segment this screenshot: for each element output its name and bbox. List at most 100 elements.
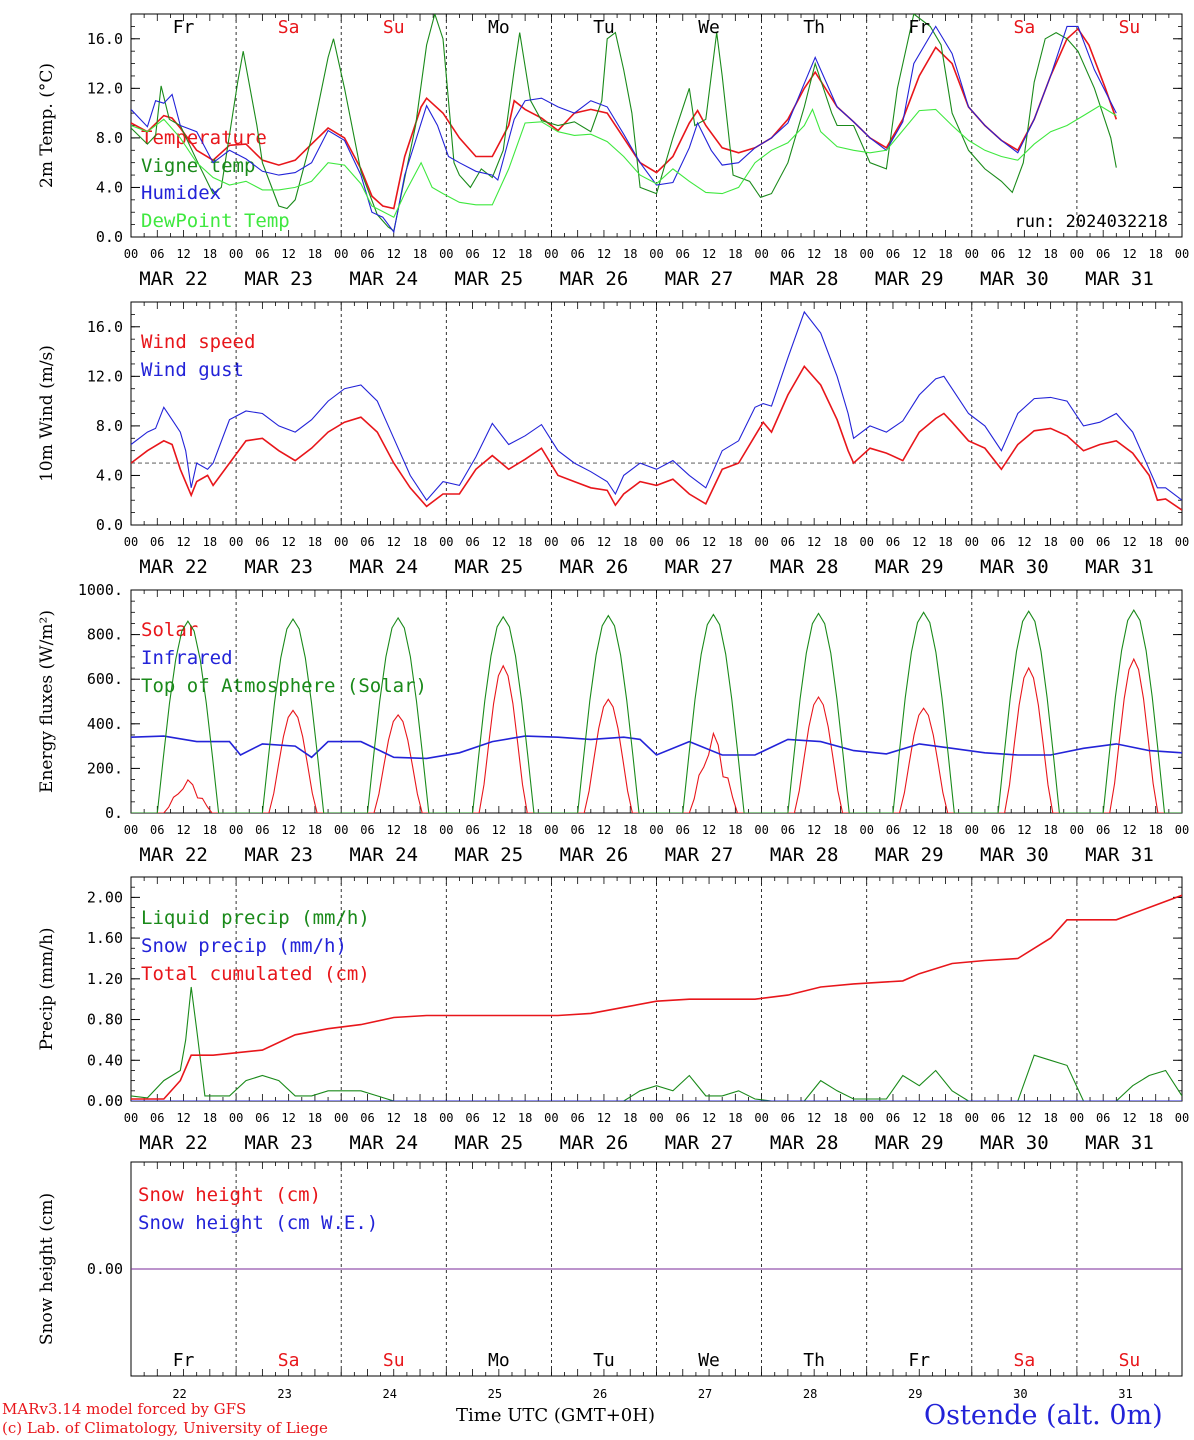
hour-tick-label: 18	[938, 1111, 952, 1125]
hour-tick-label: 06	[781, 535, 795, 549]
hour-tick-label: 18	[728, 535, 742, 549]
legend-entry: Solar	[141, 619, 198, 641]
hour-tick-label: 06	[570, 247, 584, 261]
hour-tick-label: 00	[544, 535, 558, 549]
hour-tick-label: 00	[1175, 1111, 1189, 1125]
legend-entry: Humidex	[141, 182, 221, 204]
legend-entry: Vigne temp	[141, 155, 255, 177]
model-credit: MARv3.14 model forced by GFS (c) Lab. of…	[2, 1400, 328, 1438]
hour-tick-label: 18	[623, 1111, 637, 1125]
series-line-liquid-precip-mm-h	[131, 986, 1182, 1101]
hour-tick-label: 18	[623, 247, 637, 261]
hour-tick-label: 00	[1070, 535, 1084, 549]
hour-tick-label: 12	[492, 247, 506, 261]
hour-tick-label: 12	[281, 535, 295, 549]
hour-tick-label: 12	[492, 823, 506, 837]
y-tick-label: 0.40	[87, 1051, 123, 1069]
y-tick-label: 0.0	[96, 516, 123, 534]
hour-tick-label: 12	[912, 247, 926, 261]
legend-entry: Temperature	[141, 127, 267, 149]
hour-tick-label: 06	[150, 1111, 164, 1125]
hour-tick-label: 00	[229, 823, 243, 837]
hour-tick-label: 18	[938, 823, 952, 837]
weekday-label: Mo	[488, 17, 510, 38]
hour-tick-label: 18	[728, 823, 742, 837]
series-line-temperature	[131, 27, 1118, 210]
hour-tick-label: 12	[807, 1111, 821, 1125]
weekday-label: Sa	[1014, 17, 1036, 38]
hour-tick-label: 00	[544, 1111, 558, 1125]
date-label: MAR 28	[770, 556, 839, 578]
hour-tick-label: 06	[255, 535, 269, 549]
hour-tick-label: 18	[413, 535, 427, 549]
date-label: MAR 24	[349, 268, 418, 290]
hour-tick-label: 00	[1070, 823, 1084, 837]
day-number-label: 29	[908, 1387, 922, 1401]
hour-tick-label: 06	[150, 535, 164, 549]
day-number-label: 24	[383, 1387, 397, 1401]
chart-panel: 0.00 Snow height (cm) Snow height (cm) Snow…	[37, 1161, 1183, 1401]
y-axis-label: Snow height (cm)	[37, 1193, 57, 1345]
hour-tick-label: 00	[124, 1111, 138, 1125]
hour-tick-label: 12	[492, 535, 506, 549]
panel-frame	[130, 301, 1183, 526]
date-label: MAR 25	[455, 556, 524, 578]
hour-tick-label: 00	[439, 247, 453, 261]
hour-tick-label: 18	[1043, 1111, 1057, 1125]
hour-tick-label: 12	[176, 1111, 190, 1125]
series-line-wind-speed	[131, 365, 1182, 511]
hour-tick-label: 00	[754, 535, 768, 549]
weekday-label: Th	[803, 17, 825, 38]
hour-tick-label: 06	[360, 535, 374, 549]
chart-panel: 0.0 4.0 8.0 12.0 16.0 10m Wind (m/s) Wind spee…	[37, 301, 1189, 578]
weekday-label: Th	[803, 1350, 825, 1371]
hour-tick-label: 00	[544, 823, 558, 837]
hour-tick-label: 12	[387, 247, 401, 261]
hour-tick-label: 06	[360, 247, 374, 261]
date-label: MAR 24	[349, 844, 418, 866]
y-tick-label: 400.	[87, 715, 123, 733]
hour-tick-label: 00	[1175, 823, 1189, 837]
hour-tick-label: 06	[255, 247, 269, 261]
hour-tick-label: 06	[150, 247, 164, 261]
y-tick-label: 12.0	[87, 367, 123, 385]
panel-frame	[130, 13, 1183, 238]
hour-tick-label: 00	[965, 823, 979, 837]
day-number-label: 23	[277, 1387, 291, 1401]
date-label: MAR 28	[770, 268, 839, 290]
hour-tick-label: 06	[676, 823, 690, 837]
hour-tick-label: 00	[754, 823, 768, 837]
hour-tick-label: 18	[203, 1111, 217, 1125]
hour-tick-label: 18	[413, 247, 427, 261]
hour-tick-label: 12	[912, 823, 926, 837]
date-label: MAR 28	[770, 844, 839, 866]
legend-entry: Infrared	[141, 647, 233, 669]
hour-tick-label: 18	[1043, 823, 1057, 837]
hour-tick-label: 06	[570, 823, 584, 837]
hour-tick-label: 06	[991, 1111, 1005, 1125]
hour-tick-label: 00	[1070, 247, 1084, 261]
date-label: MAR 29	[875, 556, 944, 578]
date-label: MAR 26	[560, 844, 629, 866]
date-label: MAR 27	[665, 1132, 734, 1154]
legend-entry: Snow precip (mm/h)	[141, 935, 347, 957]
date-label: MAR 30	[980, 268, 1049, 290]
y-tick-label: 16.0	[87, 30, 123, 48]
hour-tick-label: 06	[886, 823, 900, 837]
hour-tick-label: 00	[229, 247, 243, 261]
hour-tick-label: 18	[1043, 247, 1057, 261]
date-label: MAR 26	[560, 556, 629, 578]
weekday-label: We	[698, 1350, 720, 1371]
hour-tick-label: 00	[334, 823, 348, 837]
date-label: MAR 23	[244, 268, 313, 290]
weekday-label: Fr	[173, 1350, 195, 1371]
y-tick-label: 0.	[105, 804, 123, 822]
hour-tick-label: 18	[203, 823, 217, 837]
hour-tick-label: 18	[518, 823, 532, 837]
hour-tick-label: 06	[886, 247, 900, 261]
hour-tick-label: 06	[886, 1111, 900, 1125]
y-tick-label: 800.	[87, 626, 123, 644]
legend-entry: Wind speed	[141, 331, 255, 353]
credit-line-2: (c) Lab. of Climatology, University of L…	[2, 1419, 328, 1437]
